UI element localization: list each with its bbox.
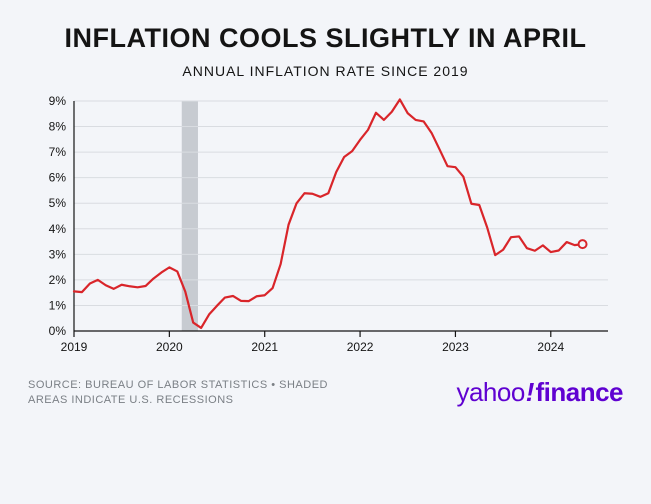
chart-title: INFLATION COOLS SLIGHTLY IN APRIL	[28, 24, 623, 53]
line-chart: 0% 1% 2% 3% 4% 5% 6% 7% 8% 9% 2019 2020 2021 2022 2023…	[28, 93, 613, 363]
x-tick-label: 2019	[61, 340, 88, 354]
y-tick-label: 6%	[49, 171, 67, 185]
x-tick-label: 2020	[156, 340, 183, 354]
source-text: SOURCE: BUREAU OF LABOR STATISTICS • SHA…	[28, 378, 328, 408]
x-tick-label: 2021	[251, 340, 278, 354]
yahoo-finance-logo: yahoo!finance	[456, 377, 623, 408]
y-tick-label: 1%	[49, 299, 67, 313]
brand-post: finance	[535, 377, 623, 407]
y-tick-label: 5%	[49, 196, 67, 210]
x-tick-label: 2024	[537, 340, 564, 354]
y-tick-label: 8%	[49, 120, 67, 134]
chart-subtitle: ANNUAL INFLATION RATE SINCE 2019	[28, 63, 623, 79]
chart-area: 0% 1% 2% 3% 4% 5% 6% 7% 8% 9% 2019 2020 2021 2022 2023…	[28, 93, 623, 363]
y-tick-label: 0%	[49, 324, 67, 338]
brand-bang-icon: !	[526, 377, 535, 407]
y-tick-label: 9%	[49, 94, 67, 108]
brand-pre: yahoo	[456, 377, 524, 407]
x-tick-label: 2023	[442, 340, 469, 354]
chart-footer: SOURCE: BUREAU OF LABOR STATISTICS • SHA…	[28, 377, 623, 408]
x-tick-label: 2022	[347, 340, 374, 354]
recession-band	[182, 101, 198, 331]
y-tick-label: 7%	[49, 145, 67, 159]
end-marker	[579, 240, 587, 248]
chart-card: { "title": "INFLATION COOLS SLIGHTLY IN …	[0, 0, 651, 504]
y-tick-label: 4%	[49, 222, 67, 236]
y-tick-label: 2%	[49, 273, 67, 287]
inflation-line	[74, 100, 583, 328]
y-tick-label: 3%	[49, 247, 67, 261]
